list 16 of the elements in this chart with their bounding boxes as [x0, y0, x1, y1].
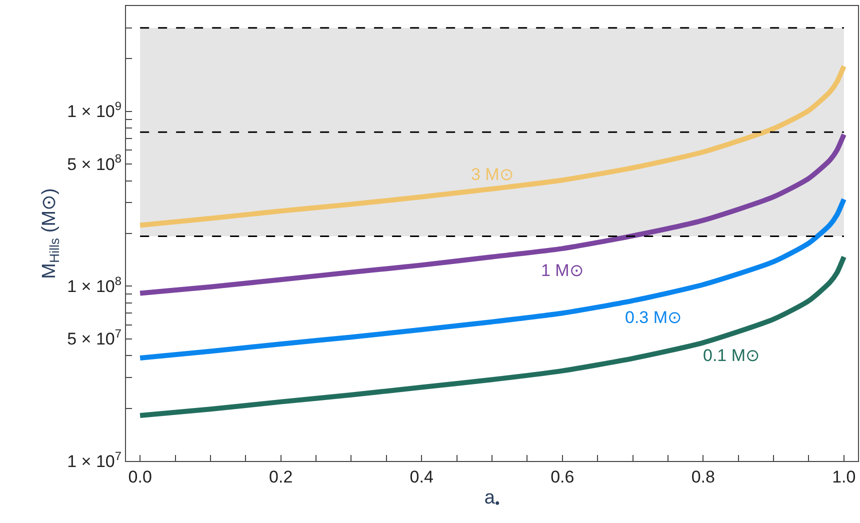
x-tick-label: 0.2 — [269, 468, 293, 486]
x-tick-label: 0.0 — [128, 468, 152, 486]
y-tick-label: 5 × 10$^{8}$ — [67, 152, 122, 174]
series-label: 1 M⊙ — [541, 261, 584, 280]
y-tick-label: 1 × 10$^{8}$ — [67, 274, 122, 296]
x-tick-label: 0.4 — [410, 468, 434, 486]
series-label: 0.3 M⊙ — [625, 308, 682, 327]
x-tick-label: 0.6 — [550, 468, 574, 486]
y-tick-label: 5 × 10$^{7}$ — [67, 326, 122, 349]
x-tick-label: 1.0 — [832, 468, 856, 486]
series-label: 0.1 M⊙ — [703, 346, 760, 365]
y-tick-label: 1 × 10$^{9}$ — [67, 99, 122, 122]
x-axis-title: a$_{•}$ — [484, 487, 500, 510]
x-tick-label: 0.8 — [691, 468, 715, 486]
y-tick-label: 1 × 10$^{7}$ — [67, 448, 122, 471]
series-label: 3 M⊙ — [471, 165, 514, 184]
